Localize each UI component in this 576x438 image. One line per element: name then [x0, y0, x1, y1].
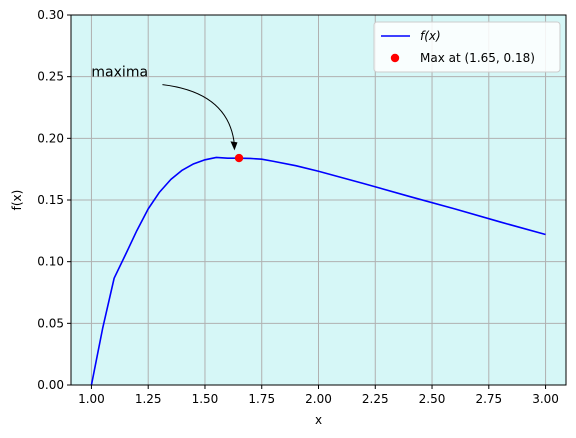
x-tick-label: 1.50: [192, 392, 219, 406]
y-tick-label: 0.15: [37, 193, 64, 207]
x-tick-label: 2.50: [419, 392, 446, 406]
x-tick-label: 1.00: [78, 392, 105, 406]
y-tick-label: 0.00: [37, 378, 64, 392]
x-tick-label: 3.00: [532, 392, 559, 406]
annotation-layer: maxima: [91, 65, 238, 151]
series-layer: [90, 153, 546, 386]
y-axis-ticks: 0.00 0.05 0.10 0.15 0.20 0.25 0.30: [37, 8, 71, 392]
legend: f(x) Max at (1.65, 0.18): [373, 21, 561, 73]
x-tick-label: 1.75: [248, 392, 275, 406]
x-axis-label: x: [315, 413, 322, 427]
annotation-arrow: [162, 84, 235, 146]
annotation-label: maxima: [91, 65, 148, 81]
y-axis-label: f(x): [10, 190, 24, 211]
x-tick-label: 1.25: [135, 392, 162, 406]
x-tick-label: 2.25: [362, 392, 389, 406]
x-tick-label: 2.00: [305, 392, 332, 406]
legend-label-max: Max at (1.65, 0.18): [420, 51, 535, 65]
y-tick-label: 0.10: [37, 255, 64, 269]
legend-point-swatch: [390, 53, 400, 63]
y-tick-label: 0.25: [37, 70, 64, 84]
legend-label-series: f(x): [420, 29, 441, 43]
legend-box: [373, 21, 561, 73]
y-tick-label: 0.20: [37, 131, 64, 145]
x-tick-label: 2.75: [475, 392, 502, 406]
y-tick-label: 0.05: [37, 316, 64, 330]
annotation-arrowhead: [230, 141, 238, 151]
x-axis-ticks: 1.00 1.25 1.50 1.75 2.00 2.25 2.50 2.75 3.00: [78, 385, 559, 406]
series-line: [90, 156, 546, 386]
y-tick-label: 0.30: [37, 8, 64, 22]
max-point-marker: [234, 153, 244, 163]
